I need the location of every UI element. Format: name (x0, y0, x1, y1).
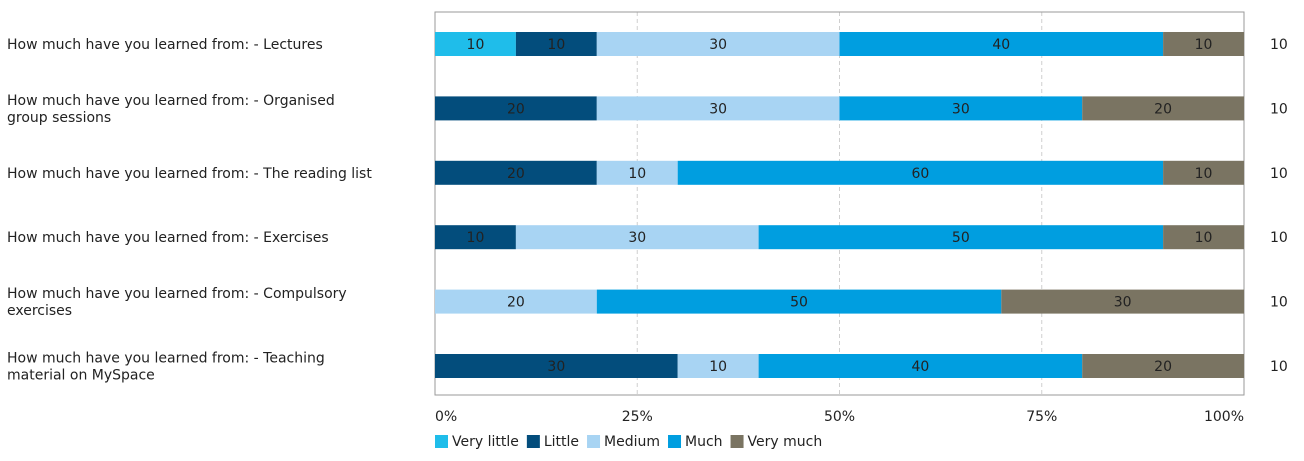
row-label: exercises (7, 303, 72, 319)
data-label: 10 (467, 37, 485, 53)
bar-segment-little (435, 354, 678, 378)
bar-segment-little (435, 96, 597, 121)
row-label: How much have you learned from: - The re… (7, 166, 372, 182)
legend-label: Very much (748, 434, 823, 450)
data-label: 30 (952, 101, 970, 117)
data-label: 10 (709, 359, 727, 375)
plot-border (434, 11, 1245, 396)
legend: Very little Little Medium Much Very much (435, 434, 822, 450)
data-label: 20 (507, 101, 525, 117)
bar-segment-very-much (1082, 96, 1244, 121)
data-label: 10 (547, 37, 565, 53)
data-label: 30 (547, 359, 565, 375)
data-label: 30 (1114, 295, 1132, 311)
x-tick-label: 50% (824, 409, 855, 425)
x-tick-label: 0% (435, 409, 457, 425)
x-tick-label: 100% (1204, 409, 1244, 425)
bar-segment-medium (596, 160, 678, 185)
bar-segment-medium (677, 354, 759, 378)
row-label: How much have you learned from: - Exerci… (7, 230, 329, 246)
row-label: How much have you learned from: - Compul… (7, 286, 347, 302)
legend-label: Much (685, 434, 723, 450)
row-label: How much have you learned from: - Teachi… (7, 351, 325, 367)
bar-segment-very-much (1163, 32, 1244, 56)
legend-swatch (730, 435, 744, 448)
data-label: 20 (1154, 101, 1172, 117)
row-labels: How much have you learned from: - Lectur… (7, 37, 372, 384)
data-label: 30 (709, 101, 727, 117)
row-label: How much have you learned from: - Organi… (7, 93, 335, 109)
bar-segment-much (677, 160, 1164, 185)
x-axis-ticks: 0% 25% 50% 75% 100% (435, 409, 1244, 425)
bar-segment-much (839, 32, 1164, 56)
row-counts: 10 10 10 10 10 10 (1270, 37, 1288, 375)
data-label: 20 (507, 295, 525, 311)
data-label: 10 (1195, 230, 1213, 246)
data-label: 10 (1195, 37, 1213, 53)
data-label: 30 (709, 37, 727, 53)
data-label: 40 (911, 359, 929, 375)
bar-segment-little (515, 32, 597, 56)
bar-segment-very-little (435, 32, 516, 56)
legend-label: Very little (452, 434, 519, 450)
row-count: 10 (1270, 37, 1288, 53)
data-label: 30 (628, 230, 646, 246)
legend-swatch (526, 435, 540, 448)
bar-segment-very-much (1082, 354, 1244, 378)
row-count: 10 (1270, 230, 1288, 246)
row-count: 10 (1270, 166, 1288, 182)
x-tick-label: 75% (1026, 409, 1057, 425)
bar-segment-very-much (1163, 160, 1244, 185)
legend-swatch (587, 435, 601, 448)
data-label: 50 (952, 230, 970, 246)
bar-segment-little (435, 225, 516, 250)
row-count: 10 (1270, 359, 1288, 375)
bar-segment-medium (435, 289, 597, 314)
legend-swatch (668, 435, 682, 448)
data-label: 10 (628, 166, 646, 182)
bar-segment-much (839, 96, 1083, 121)
bar-segment-very-much (1163, 225, 1244, 250)
data-label: 60 (911, 166, 929, 182)
row-label: material on MySpace (7, 368, 155, 384)
row-label: group sessions (7, 110, 111, 126)
bar-segment-much (758, 225, 1164, 250)
data-label: 20 (1154, 359, 1172, 375)
data-label: 10 (467, 230, 485, 246)
bar-segment-very-much (1001, 289, 1244, 314)
x-tick-label: 25% (622, 409, 653, 425)
bars: 10 10 30 40 10 20 30 30 20 20 10 60 10 10 30 50 10 20 50 30… (435, 32, 1244, 378)
row-count: 10 (1270, 295, 1288, 311)
plot-frame (434, 11, 1245, 396)
gridlines (636, 12, 1043, 395)
bar-segment-little (435, 160, 597, 185)
data-label: 10 (1195, 166, 1213, 182)
row-count: 10 (1270, 101, 1288, 117)
row-label: How much have you learned from: - Lectur… (7, 37, 323, 53)
legend-swatch (435, 435, 448, 448)
legend-label: Medium (604, 434, 660, 450)
bar-segment-medium (596, 32, 840, 56)
data-label: 20 (507, 166, 525, 182)
bar-segment-much (758, 354, 1083, 378)
legend-label: Little (544, 434, 579, 450)
data-label: 40 (992, 37, 1010, 53)
bar-segment-much (596, 289, 1002, 314)
data-label: 50 (790, 295, 808, 311)
bar-segment-medium (515, 225, 759, 250)
bar-segment-medium (596, 96, 840, 121)
